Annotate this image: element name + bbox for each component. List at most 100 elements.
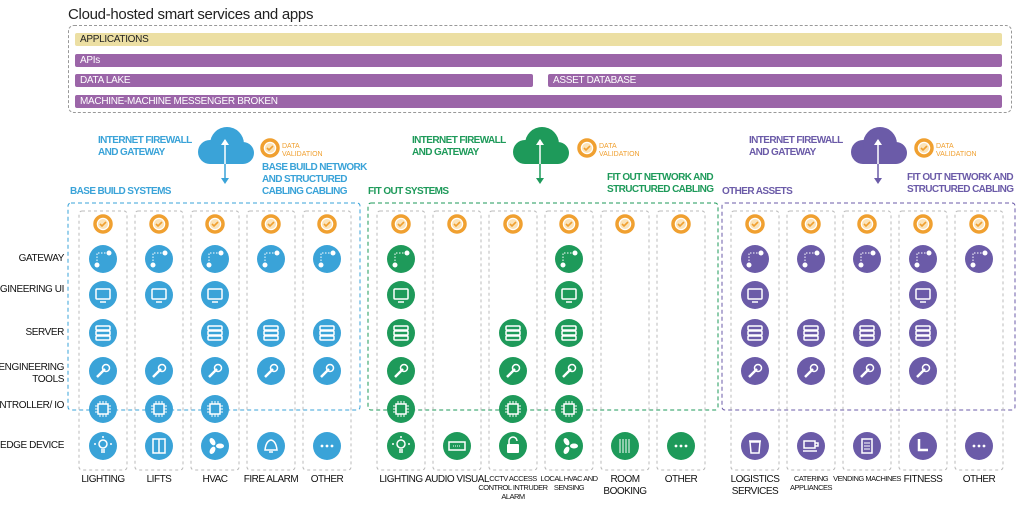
vending-icon bbox=[853, 432, 881, 460]
chip-icon bbox=[499, 395, 527, 423]
wrench-icon bbox=[145, 357, 173, 385]
validation-check-icon bbox=[914, 138, 934, 158]
validation-check-icon bbox=[559, 214, 579, 234]
arrow-icon bbox=[221, 139, 229, 184]
gateway-icon bbox=[313, 245, 341, 273]
group-box bbox=[721, 202, 1016, 411]
validation-check-icon bbox=[93, 214, 113, 234]
sliders-icon bbox=[611, 432, 639, 460]
bell-icon bbox=[257, 432, 285, 460]
column-box bbox=[656, 210, 706, 471]
wrench-icon bbox=[313, 357, 341, 385]
more-icon bbox=[667, 432, 695, 460]
validation-check-icon bbox=[261, 214, 281, 234]
column-label: OTHER bbox=[664, 474, 698, 485]
validation-check-icon bbox=[149, 214, 169, 234]
server-icon bbox=[313, 319, 341, 347]
column-label: FITNESS bbox=[903, 474, 943, 485]
monitor-icon bbox=[555, 281, 583, 309]
network-label: BASE BUILD NETWORK AND STRUCTURED CABLIN… bbox=[262, 162, 367, 197]
column-label: LIGHTING bbox=[379, 474, 423, 485]
validation-check-icon bbox=[615, 214, 635, 234]
group-title: FIT OUT SYSTEMS bbox=[368, 186, 449, 197]
column-box bbox=[786, 210, 836, 471]
wrench-icon bbox=[387, 357, 415, 385]
column-label: FIRE ALARM bbox=[243, 474, 299, 485]
column-box bbox=[488, 210, 538, 471]
cloud-services-box bbox=[68, 25, 1012, 113]
validation-check-icon bbox=[913, 214, 933, 234]
chip-icon bbox=[89, 395, 117, 423]
column-label: ROOM BOOKING bbox=[603, 474, 647, 497]
wrench-icon bbox=[201, 357, 229, 385]
treadmill-icon bbox=[909, 432, 937, 460]
monitor-icon bbox=[201, 281, 229, 309]
asset-database-bar: ASSET DATABASE bbox=[548, 74, 1002, 87]
column-box bbox=[376, 210, 426, 471]
server-icon bbox=[555, 319, 583, 347]
arrow-icon bbox=[874, 139, 882, 184]
data-validation-label: DATA VALIDATION bbox=[282, 143, 323, 158]
validation-check-icon bbox=[391, 214, 411, 234]
validation-check-icon bbox=[969, 214, 989, 234]
gateway-icon bbox=[89, 245, 117, 273]
validation-check-icon bbox=[260, 138, 280, 158]
more-icon bbox=[965, 432, 993, 460]
network-label: FIT OUT NETWORK AND STRUCTURED CABLING bbox=[907, 172, 1014, 195]
gateway-label: INTERNET FIREWALL AND GATEWAY bbox=[749, 135, 843, 158]
gateway-label: INTERNET FIREWALL AND GATEWAY bbox=[412, 135, 506, 158]
more-icon bbox=[313, 432, 341, 460]
column-label: LIFTS bbox=[146, 474, 172, 485]
cloud-icon bbox=[851, 127, 907, 164]
monitor-icon bbox=[741, 281, 769, 309]
monitor-icon bbox=[145, 281, 173, 309]
validation-check-icon bbox=[857, 214, 877, 234]
arrow-icon bbox=[536, 139, 544, 184]
server-icon bbox=[853, 319, 881, 347]
gateway-icon bbox=[797, 245, 825, 273]
validation-check-icon bbox=[671, 214, 691, 234]
group-box bbox=[367, 202, 719, 411]
monitor-icon bbox=[387, 281, 415, 309]
column-label: AUDIO VISUAL bbox=[424, 474, 490, 485]
column-box bbox=[246, 210, 296, 471]
wrench-icon bbox=[853, 357, 881, 385]
column-box bbox=[730, 210, 780, 471]
column-box bbox=[842, 210, 892, 471]
wrench-icon bbox=[909, 357, 937, 385]
column-label: OTHER bbox=[310, 474, 344, 485]
gateway-icon bbox=[909, 245, 937, 273]
gateway-icon bbox=[965, 245, 993, 273]
column-label: HVAC bbox=[202, 474, 228, 485]
monitor-icon bbox=[89, 281, 117, 309]
column-label: VENDING MACHINES bbox=[833, 474, 901, 483]
data-validation-label: DATA VALIDATION bbox=[936, 143, 977, 158]
server-icon bbox=[797, 319, 825, 347]
wrench-icon bbox=[555, 357, 583, 385]
bin-icon bbox=[741, 432, 769, 460]
column-label: LOCAL HVAC AND SENSING bbox=[540, 474, 598, 492]
gateway-icon bbox=[555, 245, 583, 273]
column-box bbox=[544, 210, 594, 471]
column-box bbox=[432, 210, 482, 471]
gateway-icon bbox=[257, 245, 285, 273]
server-icon bbox=[89, 319, 117, 347]
row-label: SERVER bbox=[25, 327, 64, 338]
chip-icon bbox=[387, 395, 415, 423]
row-label: EDGE DEVICE bbox=[0, 440, 64, 451]
server-icon bbox=[499, 319, 527, 347]
apis-bar: APIs bbox=[75, 54, 1002, 67]
cup-icon bbox=[797, 432, 825, 460]
monitor-icon bbox=[909, 281, 937, 309]
group-title: OTHER ASSETS bbox=[722, 186, 793, 197]
server-icon bbox=[741, 319, 769, 347]
lock-icon bbox=[499, 432, 527, 460]
data-lake-bar: DATA LAKE bbox=[75, 74, 533, 87]
row-label: CONTROLLER/ IO bbox=[0, 400, 64, 411]
column-box bbox=[302, 210, 352, 471]
network-label: FIT OUT NETWORK AND STRUCTURED CABLING bbox=[607, 172, 714, 195]
wrench-icon bbox=[797, 357, 825, 385]
validation-check-icon bbox=[503, 214, 523, 234]
lightbulb-icon bbox=[387, 432, 415, 460]
